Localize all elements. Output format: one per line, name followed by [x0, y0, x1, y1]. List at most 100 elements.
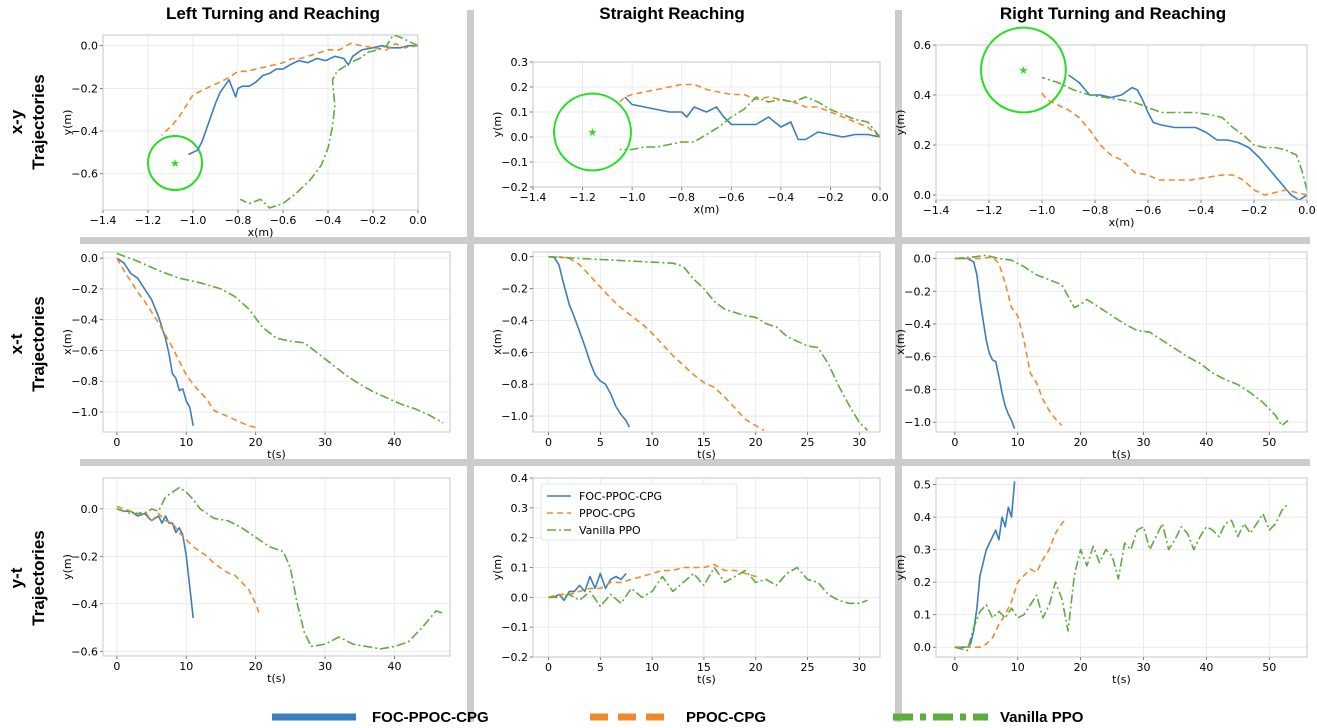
straight-xy-ylabel: y(m) [491, 112, 504, 138]
right-xt-ytick-label: −0.8 [904, 383, 931, 396]
left-xt-xtick-label: 10 [179, 436, 193, 449]
bottom-legend-foc-label: FOC-PPOC-CPG [372, 709, 489, 726]
right-yt-xtick-label: 0 [951, 661, 958, 674]
left-xy-xtick-label: −1.4 [90, 214, 117, 227]
row-title-yt-line1: y-t [7, 567, 26, 588]
right-xy-xlabel: x(m) [1109, 216, 1135, 229]
left-xt-xtick-label: 0 [113, 436, 120, 449]
chart-left-xy: −1.4 −1.2 −1.0 −0.8 −0.6 −0.4 −0.2 0.0 −0.6 −0.4 −… [61, 34, 427, 239]
straight-yt-ytick-label: 0.3 [511, 502, 529, 515]
left-xt-ytick-label: 0.0 [81, 252, 99, 265]
left-xy-xtick-label: −1.0 [180, 214, 207, 227]
left-yt-plot-area [103, 478, 450, 656]
vertical-separator-1 [467, 10, 474, 722]
column-title-left: Left Turning and Reaching [166, 4, 380, 23]
left-xt-series-foc-ppoc-cpg [116, 257, 194, 426]
left-xy-xtick-label: −0.8 [225, 214, 252, 227]
left-yt-xtick-label: 20 [249, 660, 263, 673]
straight-xt-xlabel: t(s) [697, 448, 716, 461]
straight-xt-frame [532, 251, 881, 433]
straight-xy-target-circle [553, 92, 632, 172]
right-xy-xtick-label: −0.8 [1082, 204, 1109, 217]
left-yt-xtick-label: 10 [179, 660, 193, 673]
left-yt-frame [102, 477, 451, 657]
left-xy-series-foc-ppoc-cpg [188, 44, 418, 156]
straight-yt-series-vanilla-ppo [548, 566, 868, 608]
straight-xy-xtick-label: −1.2 [569, 191, 596, 204]
left-xt-xtick-label: 20 [249, 436, 263, 449]
straight-yt-ytick-label: −0.1 [501, 621, 528, 634]
right-yt-series-foc-ppoc-cpg [954, 481, 1016, 648]
right-xy-series-vanilla-ppo [1041, 76, 1307, 191]
straight-yt-legend-box [540, 483, 738, 541]
straight-xy-xtick-label: −0.8 [668, 191, 695, 204]
row-title-xy-line2: Trajectories [29, 74, 48, 169]
straight-xy-xtick-label: −0.4 [767, 191, 794, 204]
straight-xt-xtick-label: 30 [852, 436, 866, 449]
left-xt-series-vanilla-ppo [116, 252, 444, 424]
straight-yt-xtick-label: 20 [749, 661, 763, 674]
straight-yt-ylabel: y(m) [491, 555, 504, 581]
bottom-legend-ppoc-label: PPOC-CPG [686, 709, 766, 726]
left-yt-xtick-label: 0 [113, 660, 120, 673]
chart-right-yt: 0 10 20 30 40 50 0.0 0.1 0.2 0.3 0.4 0.5 t(s) y(m) [894, 477, 1308, 686]
straight-yt-xtick-label: 25 [800, 661, 814, 674]
right-yt-xtick-label: 30 [1137, 661, 1151, 674]
right-yt-series-vanilla-ppo [954, 503, 1289, 652]
straight-xy-xtick-label: 0.0 [871, 191, 889, 204]
right-xy-series-foc-ppoc-cpg [1068, 74, 1307, 200]
right-xt-ytick-label: −0.4 [904, 318, 931, 331]
right-xt-ytick-label: −0.2 [904, 285, 931, 298]
straight-xy-ytick-label: 0.0 [511, 131, 529, 144]
bottom-legend-ppo-label: Vanilla PPO [1000, 709, 1084, 726]
right-xt-xtick-label: 10 [1011, 436, 1025, 449]
chart-left-xt: 0 10 20 30 40 −1.0 −0.8 −0.6 −0.4 −0.2 0.0 t(s) x(m) [61, 251, 451, 461]
straight-xt-xtick-label: 5 [597, 436, 604, 449]
straight-xy-series-ppoc-cpg [619, 83, 880, 138]
right-xy-plot-area [936, 45, 1307, 200]
column-title-right: Right Turning and Reaching [1000, 4, 1226, 23]
left-xy-frame [102, 34, 419, 211]
straight-yt-ytick-label: 0.0 [511, 591, 529, 604]
straight-yt-ytick-label: 0.1 [511, 562, 529, 575]
left-yt-ylabel: y(m) [61, 554, 74, 580]
vertical-separator-2 [895, 10, 902, 722]
straight-xy-ytick-label: 0.3 [511, 56, 529, 69]
right-xt-ytick-label: −1.0 [904, 416, 931, 429]
straight-xy-xlabel: x(m) [694, 203, 720, 216]
chart-right-xt: 0 10 20 30 40 50 −1.0 −0.8 −0.6 −0.4 −0.2 0.0 t(s) x(… [894, 251, 1308, 461]
right-xy-series-ppoc-cpg [1038, 89, 1307, 196]
straight-xy-series-foc-ppoc-cpg [624, 96, 880, 141]
right-yt-xtick-label: 40 [1199, 661, 1213, 674]
left-yt-series-ppoc-cpg [116, 505, 260, 614]
right-xt-xtick-label: 30 [1137, 436, 1151, 449]
left-xy-xtick-label: −1.2 [135, 214, 162, 227]
right-xt-frame [935, 251, 1308, 433]
straight-xt-xtick-label: 20 [749, 436, 763, 449]
straight-xy-xtick-label: −0.6 [718, 191, 745, 204]
straight-yt-xtick-label: 5 [597, 661, 604, 674]
left-xy-target-star-icon: ★ [170, 157, 180, 170]
straight-xt-ytick-label: 0.0 [511, 251, 529, 264]
right-xt-xlabel: t(s) [1112, 448, 1131, 461]
left-xy-xtick-label: −0.2 [360, 214, 387, 227]
right-yt-ylabel: y(m) [894, 555, 907, 581]
left-xt-ytick-label: −0.4 [71, 314, 98, 327]
straight-xt-series-vanilla-ppo [548, 256, 869, 431]
straight-xt-xtick-label: 25 [800, 436, 814, 449]
straight-yt-ytick-label: −0.2 [501, 651, 528, 664]
row-title-xy: x-y Trajectories [7, 74, 48, 169]
straight-xy-target-star-icon: ★ [588, 126, 598, 139]
straight-yt-xtick-label: 30 [852, 661, 866, 674]
straight-xy-frame [532, 61, 881, 188]
right-xt-series-ppoc-cpg [954, 256, 1063, 427]
left-xy-ytick-label: −0.4 [71, 125, 98, 138]
straight-xy-ytick-label: −0.1 [501, 156, 528, 169]
straight-xy-xtick-label: −1.0 [619, 191, 646, 204]
right-yt-ytick-label: 0.2 [914, 576, 932, 589]
left-yt-ytick-label: −0.4 [71, 598, 98, 611]
right-xt-xtick-label: 40 [1199, 436, 1213, 449]
straight-xt-ytick-label: −0.6 [501, 346, 528, 359]
chart-straight-xy: −1.4 −1.2 −1.0 −0.8 −0.6 −0.4 −0.2 0.0 −0.2 −0.1 0… [491, 56, 889, 216]
straight-yt-legend-label: Vanilla PPO [579, 524, 641, 537]
